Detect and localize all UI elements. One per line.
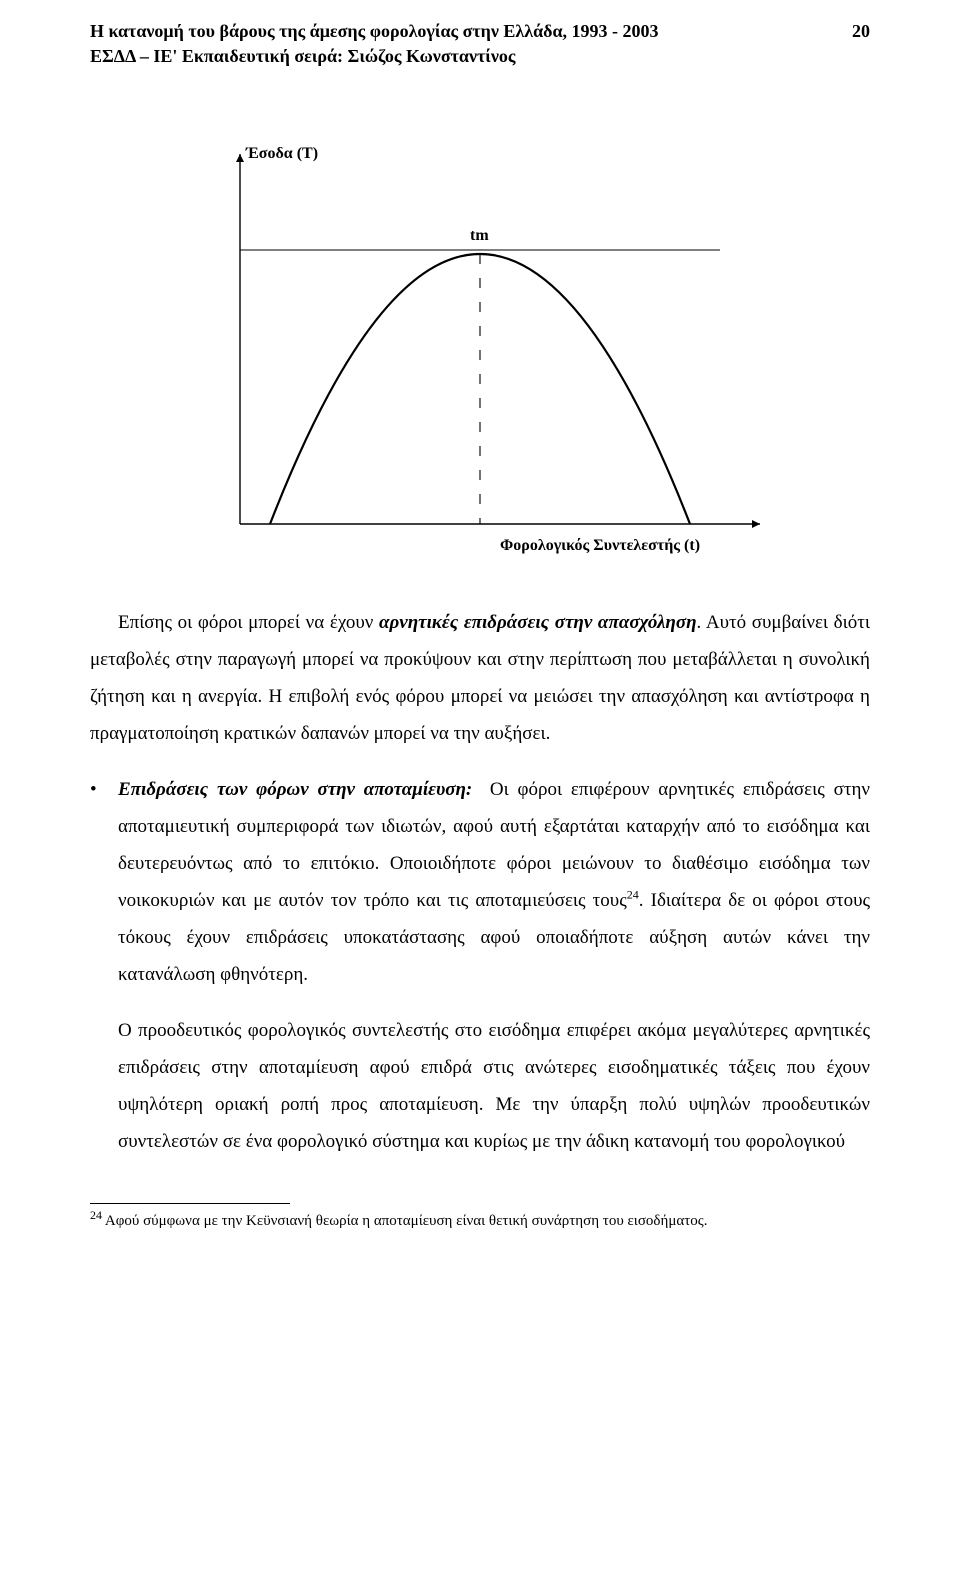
para1-emphasis: αρνητικές επιδράσεις στην απασχόληση xyxy=(379,612,697,633)
laffer-curve-figure: Έσοδα (T) tm Φορολογικός Συντελεστής (t) xyxy=(140,124,820,564)
footnote-ref: 24 xyxy=(627,888,639,902)
svg-text:tm: tm xyxy=(470,227,489,244)
header-subtitle: ΕΣΔΔ – ΙΕ' Εκπαιδευτική σειρά: Σιώζος Κω… xyxy=(90,45,830,68)
bullet-paragraph-2: Ο προοδευτικός φορολογικός συντελεστής σ… xyxy=(118,1012,870,1160)
footnote-rule xyxy=(90,1203,290,1204)
paragraph-1: Επίσης οι φόροι μπορεί να έχουν αρνητικέ… xyxy=(90,604,870,752)
svg-text:Φορολογικός Συντελεστής (t): Φορολογικός Συντελεστής (t) xyxy=(500,537,700,554)
bullet-item: • Επιδράσεις των φόρων στην αποταμίευση:… xyxy=(90,771,870,1179)
page-number: 20 xyxy=(830,20,870,43)
body-text: Επίσης οι φόροι μπορεί να έχουν αρνητικέ… xyxy=(90,604,870,1180)
page-header: Η κατανομή του βάρους της άμεσης φορολογ… xyxy=(90,20,870,69)
footnote: 24 Αφού σύμφωνα με την Κεϋνσιανή θεωρία … xyxy=(90,1208,870,1232)
footnote-text: Αφού σύμφωνα με την Κεϋνσιανή θεωρία η α… xyxy=(102,1213,707,1229)
header-title: Η κατανομή του βάρους της άμεσης φορολογ… xyxy=(90,20,830,43)
bullet-marker: • xyxy=(90,771,118,1179)
bullet-title: Επιδράσεις των φόρων στην αποταμίευση: xyxy=(118,779,472,800)
footnote-number: 24 xyxy=(90,1208,102,1222)
svg-text:Έσοδα (T): Έσοδα (T) xyxy=(245,145,318,162)
bullet-paragraph-1: Επιδράσεις των φόρων στην αποταμίευση: Ο… xyxy=(118,771,870,993)
para1-lead: Επίσης οι φόροι μπορεί να έχουν xyxy=(118,612,379,633)
